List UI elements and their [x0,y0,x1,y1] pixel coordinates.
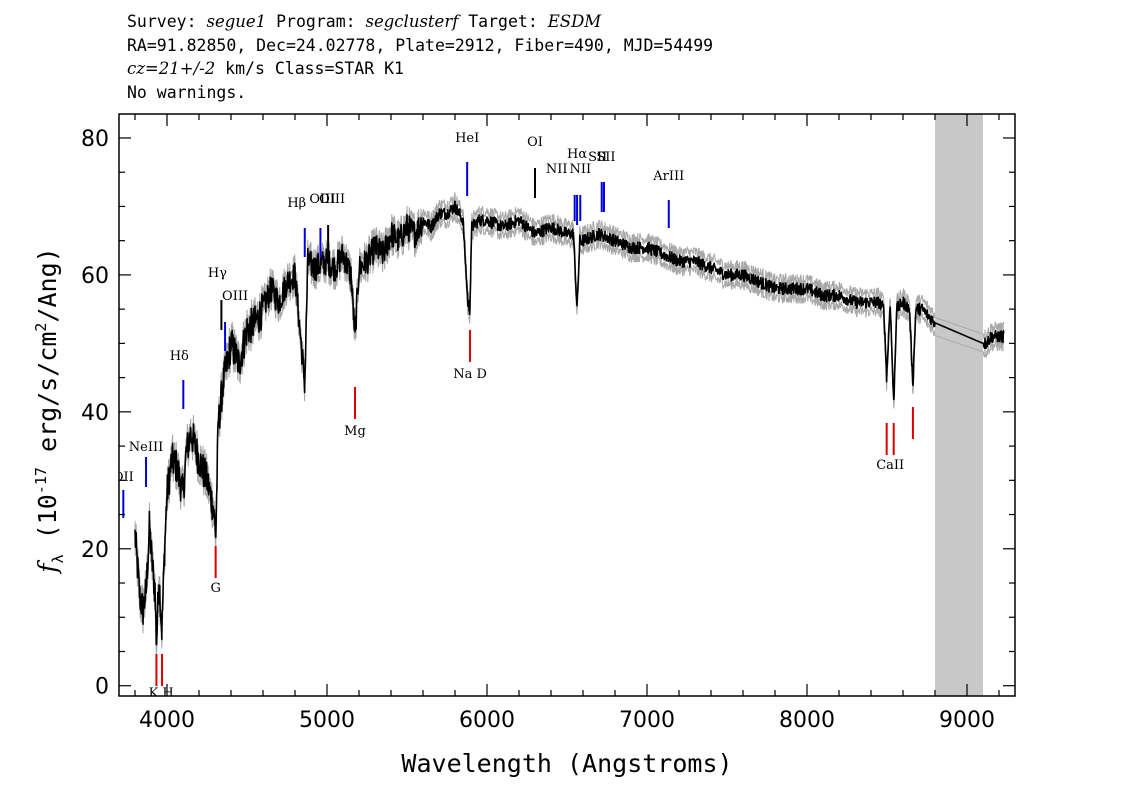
emission-line-label: Hα [567,147,587,162]
y-axis-title-part: /Ang) [33,247,62,322]
error-lower-line [134,210,1005,655]
emission-line-label: OIII [319,192,345,207]
emission-line-label: Hβ [287,196,306,211]
x-tick-label: 6000 [459,708,515,733]
survey-label: Survey: [127,12,207,31]
absorption-line-label: CaII [876,458,904,473]
plot-frame [118,113,1016,697]
class-text: km/s Class=STAR K1 [215,59,404,78]
error-upper-line [134,192,1005,637]
y-tick-label: 60 [81,264,109,289]
x-tick-label: 7000 [619,708,675,733]
absorption-line-label: Na D [453,367,487,382]
y-tick-label: 80 [81,127,109,152]
y-axis-title-part: erg/s/cm [33,332,62,467]
y-axis-title-part: (10 [33,494,62,554]
x-tick-label: 8000 [779,708,835,733]
header-line-4: No warnings. [127,82,247,102]
emission-line-label: OII [113,470,134,485]
emission-line-label: OIII [309,192,335,207]
y-tick-label: 40 [81,401,109,426]
emission-line-label: OIII [222,289,248,304]
emission-line-label: NeIII [129,440,163,455]
target-value: ESDM [547,12,602,31]
emission-line-label: Hγ [208,266,227,281]
x-axis-title: Wavelength (Angstroms) [401,749,732,778]
redshift-value: cz=21+/-2 [127,59,216,78]
emission-line-label: SII [588,150,607,165]
y-tick-label: 0 [95,675,109,700]
spectrum-header: Survey: segue1 Program: segclusterf Targ… [127,10,713,104]
y-tick-label: 20 [81,538,109,563]
emission-line-label: NII [569,162,591,177]
y-axis-title-part: f [33,560,62,575]
x-tick-label: 4000 [139,708,195,733]
program-label: Program: [266,12,366,31]
absorption-line-label: Mg [344,424,366,439]
header-line-1: Survey: segue1 Program: segclusterf Targ… [127,10,713,34]
absorption-line-label: G [210,581,220,596]
y-axis-title-part: 2 [32,323,50,332]
y-axis-title-part: λ [49,554,67,563]
program-value: segclusterf [365,12,459,31]
masked-region-band [935,114,983,696]
header-line-2: RA=91.82850, Dec=24.02778, Plate=2912, F… [127,35,714,55]
y-axis-title-text: fλ (10-17 erg/s/cm2/Ang) [32,247,67,574]
emission-line-label: NII [546,162,568,177]
survey-value: segue1 [206,12,267,31]
emission-line-label: OI [527,135,543,150]
spectrum-line [134,200,1005,646]
absorption-line-label: K [149,686,159,701]
target-label: Target: [458,12,548,31]
y-axis-title: fλ (10-17 erg/s/cm2/Ang) [32,247,67,574]
header-line-3: cz=21+/-2 km/s Class=STAR K1 [127,57,713,81]
y-axis-title-part: -17 [32,467,50,494]
x-tick-label: 5000 [299,708,355,733]
emission-line-label: Hδ [170,349,189,364]
emission-line-label: SII [596,150,615,165]
absorption-line-label: H [162,686,173,701]
emission-line-label: ArIII [652,169,684,184]
emission-line-label: HeI [455,131,479,146]
x-tick-label: 9000 [939,708,995,733]
